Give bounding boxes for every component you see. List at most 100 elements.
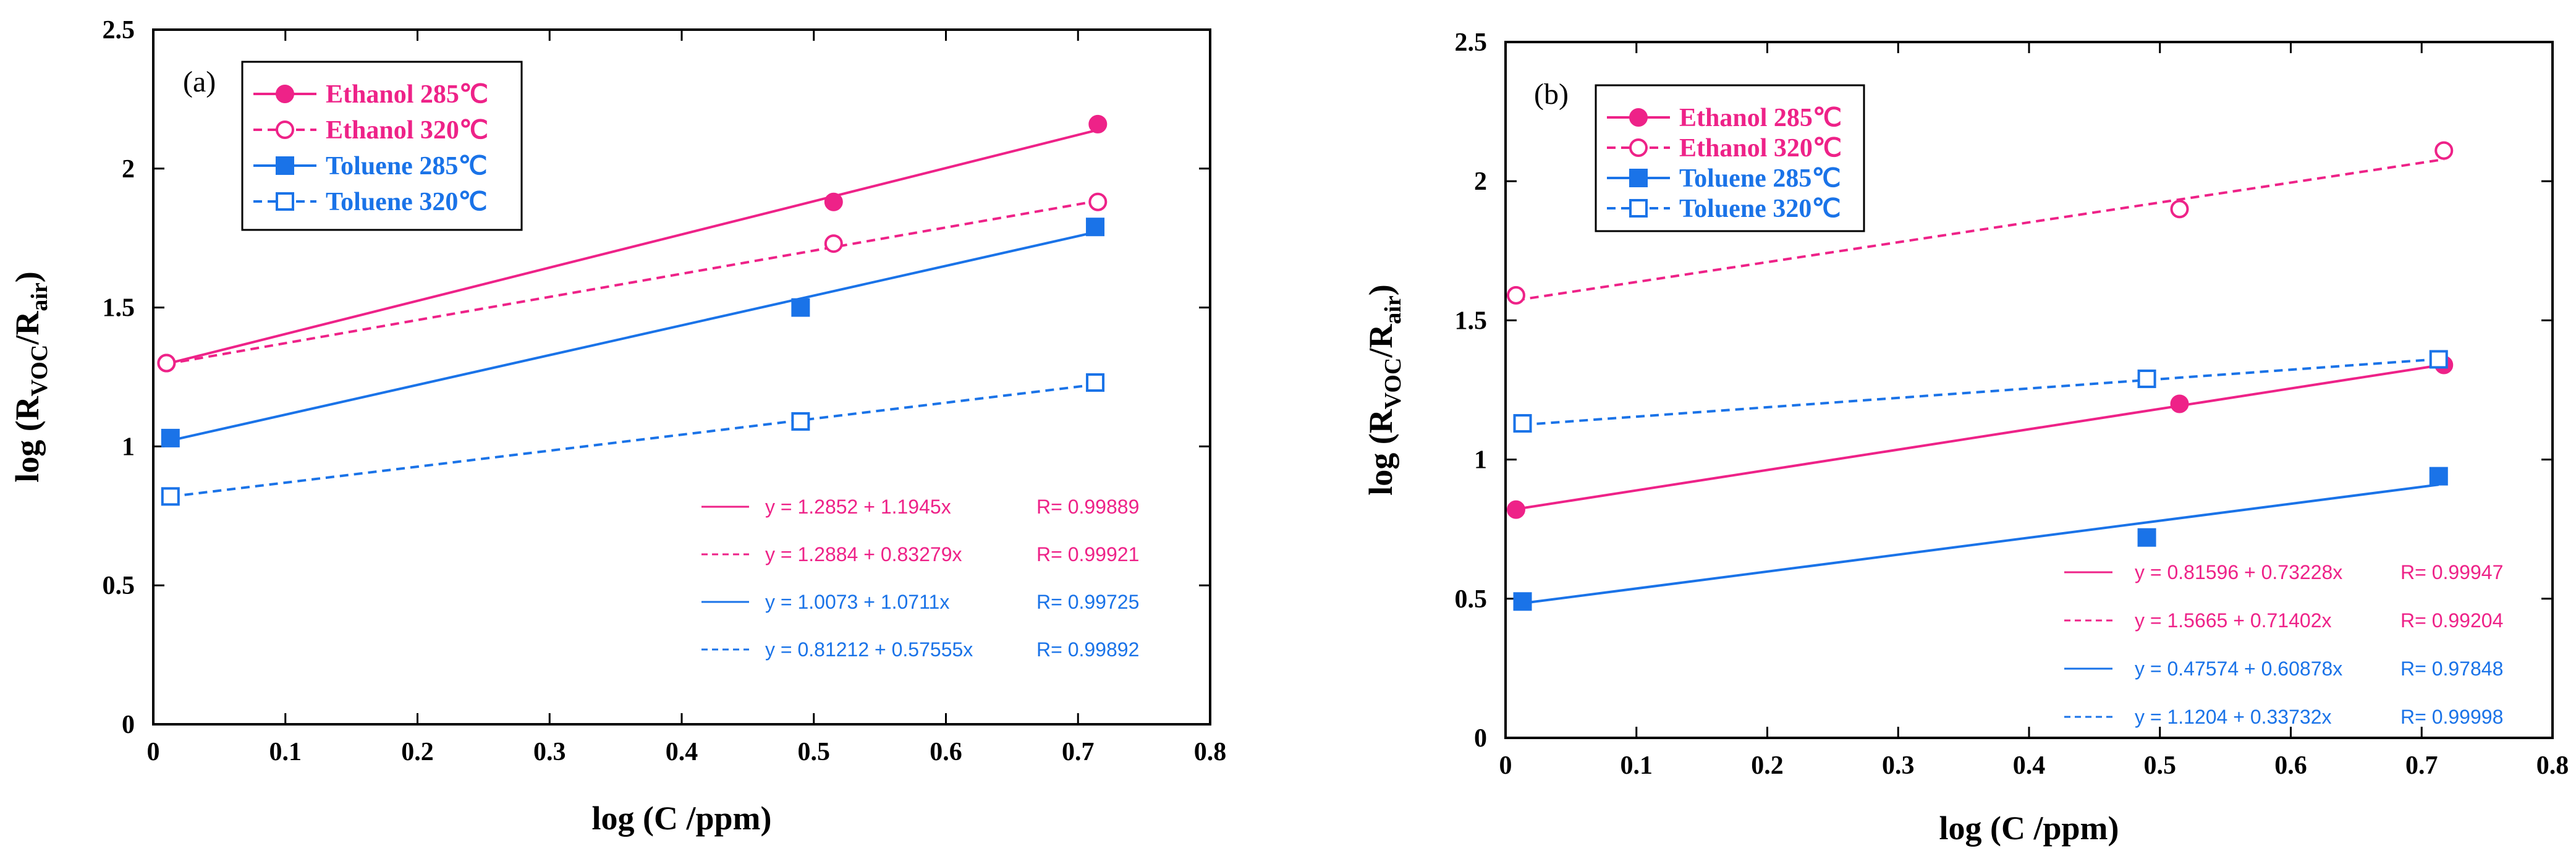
legend-label: Toluene 285℃ bbox=[326, 152, 488, 180]
y-axis-title-subscript: VOC bbox=[27, 345, 53, 397]
legend-label: Toluene 285℃ bbox=[1679, 164, 1841, 193]
fit-equation: y = 1.1204 + 0.33732x bbox=[2135, 706, 2331, 728]
plot-frame bbox=[152, 28, 1211, 726]
x-tick-label: 0.8 bbox=[2536, 751, 2569, 780]
x-axis-title: log (C /ppm) bbox=[1939, 810, 2119, 847]
x-tick-label: 0.3 bbox=[533, 738, 566, 766]
fit-r-value: R= 0.99998 bbox=[2400, 706, 2503, 728]
y-axis-title-part: ) bbox=[9, 271, 46, 282]
data-point-series-1 bbox=[2434, 141, 2454, 160]
y-tick-label: 2 bbox=[122, 155, 135, 184]
y-tick-label: 1 bbox=[122, 433, 135, 461]
data-point-series-0 bbox=[2170, 394, 2189, 413]
data-point-series-0 bbox=[824, 192, 843, 211]
fit-line-series-2 bbox=[170, 231, 1096, 442]
y-axis-title-part: log (R bbox=[9, 396, 46, 482]
data-point-series-3 bbox=[161, 487, 180, 506]
fit-line-series-3 bbox=[1522, 358, 2439, 426]
chart-panel-b: 0 0.1 0.2 0.3 0.4 0.5 0.6 0.7 0.8 0 0.5 1 1.5 2 2.5 log… bbox=[1341, 0, 2576, 859]
data-point-series-1 bbox=[157, 353, 176, 373]
y-tick-label: 0 bbox=[1474, 724, 1487, 753]
x-tick-label: 0.4 bbox=[666, 738, 698, 766]
y-axis-title-subscript: air bbox=[27, 282, 53, 311]
fit-line-series-0 bbox=[1515, 363, 2444, 510]
y-axis-title-part: /R bbox=[9, 311, 46, 345]
data-point-series-2 bbox=[1513, 592, 1532, 611]
fit-line-series-3 bbox=[170, 383, 1096, 498]
chart-b-svg: 0 0.1 0.2 0.3 0.4 0.5 0.6 0.7 0.8 0 0.5 1 1.5 2 2.5 log… bbox=[1362, 28, 2569, 847]
y-tick-label: 1 bbox=[1474, 446, 1487, 475]
x-tick-label: 0.8 bbox=[1194, 738, 1227, 766]
data-point-series-3 bbox=[1513, 414, 1532, 433]
fit-line-series-1 bbox=[166, 200, 1098, 365]
x-tick-label: 0.7 bbox=[1062, 738, 1095, 766]
data-point-series-1 bbox=[1506, 286, 1525, 305]
x-tick-label: 0.3 bbox=[1882, 751, 1915, 780]
legend-box bbox=[241, 61, 523, 231]
x-tick-label: 0.1 bbox=[1621, 751, 1653, 780]
y-tick-label: 1.5 bbox=[1455, 307, 1488, 335]
chart-a-svg: 0 0.1 0.2 0.3 0.4 0.5 0.6 0.7 0.8 0 0.5 1 1.5 2 2.5 log… bbox=[9, 16, 1227, 837]
panel-label: (a) bbox=[183, 66, 216, 98]
legend-box bbox=[1595, 84, 1865, 232]
fit-line-series-1 bbox=[1515, 158, 2444, 302]
fit-r-value: R= 0.99892 bbox=[1036, 638, 1139, 661]
fit-line-series-0 bbox=[166, 129, 1098, 365]
y-tick-label: 0.5 bbox=[103, 572, 135, 600]
panel-label: (b) bbox=[1534, 78, 1569, 111]
x-tick-label: 0 bbox=[1499, 751, 1512, 780]
x-tick-label: 0.2 bbox=[401, 738, 434, 766]
y-axis-title-subscript: air bbox=[1380, 295, 1406, 324]
data-point-series-1 bbox=[2170, 200, 2189, 219]
legend-marker bbox=[276, 156, 294, 175]
legend-label: Ethanol 320℃ bbox=[1679, 134, 1842, 163]
data-point-series-3 bbox=[1086, 373, 1105, 392]
fit-r-value: R= 0.99204 bbox=[2400, 609, 2503, 632]
x-tick-label: 0.5 bbox=[798, 738, 831, 766]
x-tick-label: 0.1 bbox=[269, 738, 302, 766]
x-tick-label: 0.2 bbox=[1751, 751, 1784, 780]
data-point-series-0 bbox=[1088, 114, 1108, 133]
data-point-series-2 bbox=[161, 428, 180, 447]
y-axis-title-part: log (R bbox=[1362, 408, 1399, 495]
y-tick-label: 2.5 bbox=[103, 16, 135, 44]
legend-label: Toluene 320℃ bbox=[1679, 195, 1841, 223]
x-axis-title: log (C /ppm) bbox=[591, 800, 771, 837]
legend-label: Ethanol 285℃ bbox=[326, 80, 488, 109]
y-axis-title: log (RVOC/Rair) bbox=[9, 271, 53, 483]
fit-equation: y = 0.47574 + 0.60878x bbox=[2135, 658, 2342, 680]
legend-marker bbox=[1629, 199, 1648, 218]
fit-equation: y = 1.0073 + 1.0711x bbox=[765, 591, 949, 613]
legend-marker bbox=[1629, 138, 1648, 157]
data-point-series-2 bbox=[2137, 528, 2156, 547]
data-point-series-2 bbox=[791, 298, 810, 317]
legend-marker bbox=[276, 121, 294, 139]
x-tick-label: 0.4 bbox=[2013, 751, 2046, 780]
data-point-series-1 bbox=[824, 234, 843, 253]
legend-label: Toluene 320℃ bbox=[326, 188, 488, 216]
y-axis-title-subscript: VOC bbox=[1380, 358, 1406, 410]
data-point-series-3 bbox=[791, 412, 810, 431]
x-tick-label: 0.5 bbox=[2144, 751, 2177, 780]
y-tick-label: 2 bbox=[1474, 167, 1487, 196]
fit-equation: y = 1.2852 + 1.1945x bbox=[765, 496, 951, 518]
y-tick-label: 2.5 bbox=[1455, 28, 1488, 57]
chart-panel-a: 0 0.1 0.2 0.3 0.4 0.5 0.6 0.7 0.8 0 0.5 1 1.5 2 2.5 log… bbox=[0, 0, 1279, 859]
legend-marker bbox=[276, 192, 294, 211]
x-tick-label: 0.7 bbox=[2405, 751, 2438, 780]
legend-marker bbox=[1629, 108, 1648, 127]
data-point-series-3 bbox=[2137, 369, 2156, 388]
fit-r-value: R= 0.99725 bbox=[1036, 591, 1139, 613]
y-axis-title-part: ) bbox=[1362, 284, 1399, 295]
y-axis-title-part: /R bbox=[1362, 324, 1399, 358]
fit-equation: y = 0.81212 + 0.57555x bbox=[765, 638, 973, 661]
fit-r-value: R= 0.99921 bbox=[1036, 543, 1139, 565]
y-tick-label: 0 bbox=[122, 711, 135, 739]
y-tick-label: 1.5 bbox=[103, 294, 135, 323]
fit-r-value: R= 0.99947 bbox=[2400, 561, 2503, 583]
legend-marker bbox=[1629, 169, 1648, 187]
x-tick-label: 0.6 bbox=[930, 738, 962, 766]
series-group bbox=[157, 114, 1108, 506]
legend-label: Ethanol 285℃ bbox=[1679, 104, 1842, 132]
